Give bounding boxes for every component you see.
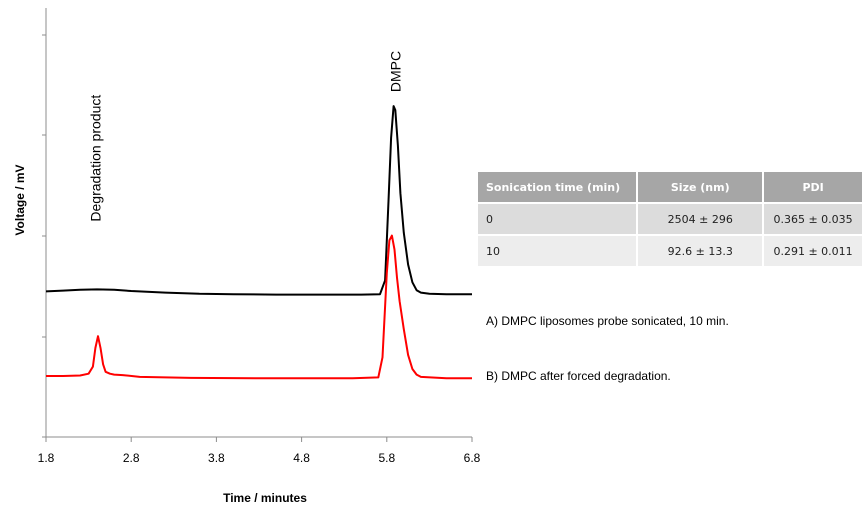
table-cell: 0: [478, 202, 639, 235]
sonication-table: Sonication time (min) Size (nm) PDI 0 25…: [478, 172, 862, 266]
peak-annotations: Degradation product DMPC: [87, 51, 403, 222]
x-tick-label: 1.8: [38, 451, 55, 465]
x-axis-title: Time / minutes: [223, 491, 307, 505]
series-line-a: [45, 105, 472, 296]
table-row: 0 2504 ± 296 0.365 ± 0.035: [478, 202, 862, 235]
series-line-b: [46, 234, 472, 380]
table-header: Sonication time (min): [478, 172, 639, 203]
table-cell: 92.6 ± 13.3: [637, 234, 765, 266]
table-header: PDI: [763, 172, 862, 203]
x-tick-label: 3.8: [208, 451, 225, 465]
x-tick-label: 2.8: [123, 451, 140, 465]
table-cell: 10: [478, 234, 639, 266]
legend-entry-a: A) DMPC liposomes probe sonicated, 10 mi…: [486, 314, 729, 328]
table-cell: 0.291 ± 0.011: [763, 234, 862, 266]
peak-annotation: Degradation product: [87, 95, 103, 222]
series-lines: [45, 105, 472, 380]
x-tick-label: 6.8: [464, 451, 481, 465]
x-tick-label: 5.8: [378, 451, 395, 465]
table-cell: 2504 ± 296: [637, 202, 765, 235]
x-tick-label: 4.8: [293, 451, 310, 465]
table-row: 10 92.6 ± 13.3 0.291 ± 0.011: [478, 234, 862, 266]
peak-annotation: DMPC: [387, 51, 403, 92]
table-cell: 0.365 ± 0.035: [763, 202, 862, 235]
chart-axes: 1.8 2.8 3.8 4.8 5.8 6.8: [38, 8, 481, 465]
table-header-row: Sonication time (min) Size (nm) PDI: [478, 172, 862, 203]
y-axis-title-text: Voltage / mV: [13, 164, 27, 236]
y-axis-title: Voltage / mV: [10, 150, 30, 250]
table-header: Size (nm): [637, 172, 765, 203]
legend-entry-b: B) DMPC after forced degradation.: [486, 369, 671, 383]
